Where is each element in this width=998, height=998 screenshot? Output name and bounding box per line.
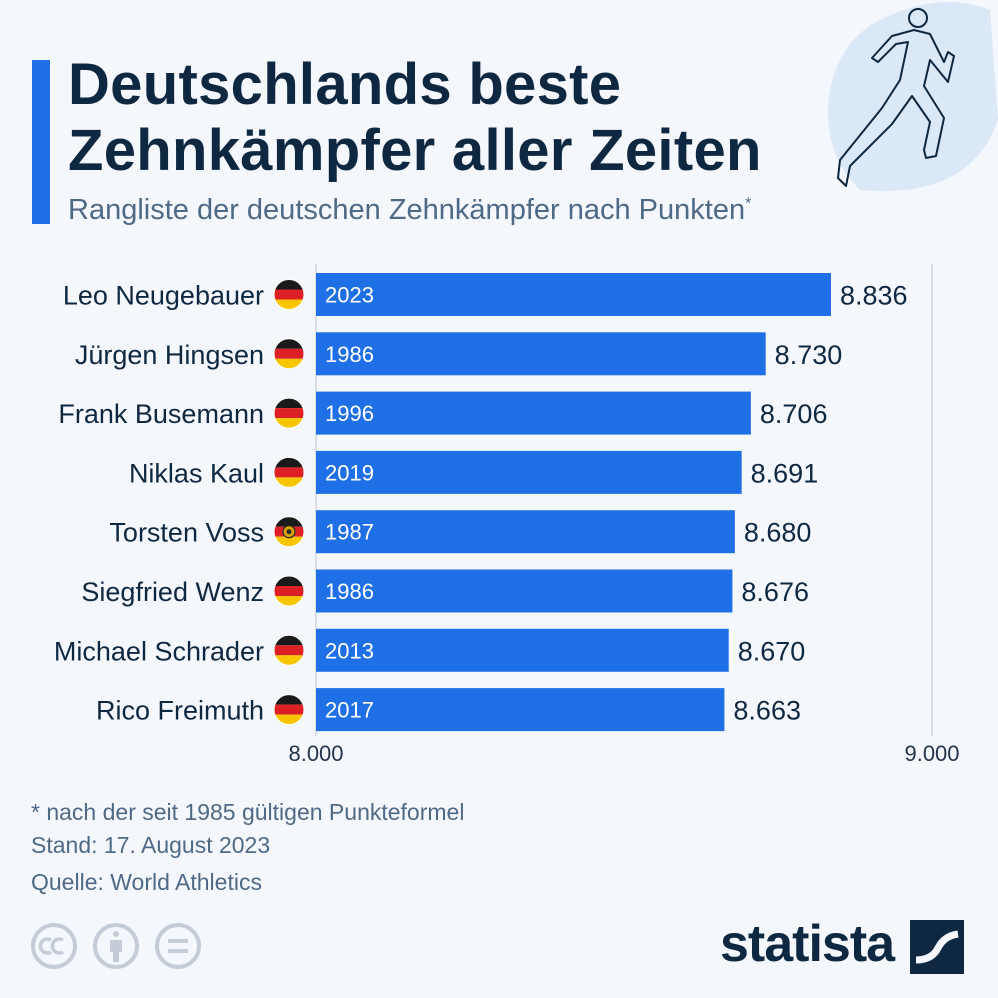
date-note: Stand: 17. August 2023 [31, 832, 271, 858]
x-tick-label: 8.000 [288, 741, 343, 766]
bar-value-label: 8.680 [744, 518, 812, 548]
bar-year-label: 1986 [325, 579, 374, 604]
bar-year-label: 2019 [325, 460, 374, 485]
bar-year-label: 1996 [325, 401, 374, 426]
flag-germany-icon [273, 456, 305, 488]
bar-value-label: 8.663 [733, 696, 801, 726]
page-title: Deutschlands beste Zehnkämpfer aller Zei… [68, 52, 762, 183]
bar [316, 628, 729, 672]
flag-germany-icon [273, 338, 305, 370]
footnote: * nach der seit 1985 gültigen Punkteform… [31, 799, 465, 825]
bar [316, 450, 742, 494]
bar-year-label: 2013 [325, 638, 374, 663]
bar [316, 688, 725, 732]
bar-year-label: 1987 [325, 520, 374, 545]
bar-value-label: 8.676 [741, 577, 809, 607]
statista-logo-icon [910, 920, 964, 974]
license-icons [31, 923, 201, 969]
flag-germany-icon [273, 634, 305, 666]
flag-germany-icon [273, 279, 305, 310]
flag-germany-icon [273, 397, 305, 429]
flag-germany-icon [273, 694, 305, 726]
bar-year-label: 2017 [325, 698, 374, 723]
bar [316, 569, 733, 613]
bar [316, 510, 735, 554]
category-label: Jürgen Hingsen [75, 340, 264, 370]
flag-gdr-icon [273, 516, 305, 548]
cc-icon[interactable] [31, 923, 77, 969]
flag-germany-icon [273, 575, 305, 607]
title-accent-bar [32, 60, 50, 224]
bar-value-label: 8.836 [840, 281, 908, 311]
no-derivatives-icon[interactable] [155, 923, 201, 969]
bar-value-label: 8.730 [775, 340, 843, 370]
chart-axis: 8.000 9.000 Leo Neugebauer Jürgen Hingsen Fr… [54, 279, 960, 766]
statista-logo[interactable]: statista [720, 912, 980, 978]
chart-notes: * nach der seit 1985 gültigen Punkteform… [31, 796, 464, 899]
category-label: Leo Neugebauer [63, 281, 264, 311]
bar-value-label: 8.670 [738, 636, 806, 666]
subtitle-footnote-mark: * [745, 195, 752, 213]
chart-bars: 2023 8.836 1986 8.730 1996 8.706 2019 8.691 1987… [316, 273, 908, 732]
category-label: Michael Schrader [54, 636, 264, 666]
bar-chart: 2023 8.836 1986 8.730 1996 8.706 2019 8.691 1987… [54, 264, 960, 766]
category-label: Siegfried Wenz [81, 577, 264, 607]
category-label: Rico Freimuth [96, 696, 264, 726]
category-label: Frank Busemann [58, 399, 264, 429]
source-note: Quelle: World Athletics [31, 869, 262, 895]
logo-wordmark: statista [720, 915, 895, 973]
bar [316, 273, 831, 316]
bar [316, 391, 751, 435]
runner-illustration [828, 2, 998, 192]
runner-icon [837, 8, 955, 187]
bar-year-label: 2023 [325, 283, 374, 308]
bar [316, 332, 766, 376]
bar-value-label: 8.691 [751, 458, 819, 488]
subtitle-text: Rangliste der deutschen Zehnkämpfer nach… [68, 194, 746, 226]
category-label: Niklas Kaul [129, 458, 264, 488]
attribution-icon[interactable] [93, 923, 139, 969]
bar-year-label: 1986 [325, 342, 374, 367]
bar-value-label: 8.706 [760, 399, 828, 429]
x-tick-label: 9.000 [904, 741, 959, 766]
category-label: Torsten Voss [109, 518, 264, 548]
page-subtitle: Rangliste der deutschen Zehnkämpfer nach… [68, 194, 751, 227]
